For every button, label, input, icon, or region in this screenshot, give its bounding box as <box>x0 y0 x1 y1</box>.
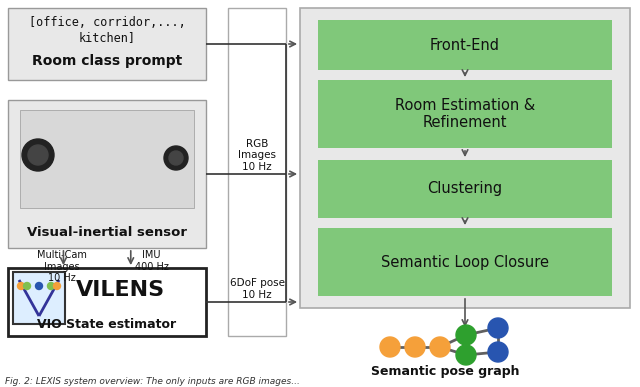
Text: 6DoF pose
10 Hz: 6DoF pose 10 Hz <box>230 278 285 300</box>
Text: Multi-Cam
Images
10 Hz: Multi-Cam Images 10 Hz <box>36 250 86 283</box>
FancyBboxPatch shape <box>8 8 206 80</box>
FancyBboxPatch shape <box>318 160 612 218</box>
Circle shape <box>164 146 188 170</box>
FancyBboxPatch shape <box>8 268 206 336</box>
Circle shape <box>488 342 508 362</box>
Text: VIO State estimator: VIO State estimator <box>37 317 177 330</box>
Text: IMU
400 Hz: IMU 400 Hz <box>135 250 168 272</box>
Circle shape <box>488 318 508 338</box>
FancyBboxPatch shape <box>300 8 630 308</box>
Text: Room Estimation &
Refinement: Room Estimation & Refinement <box>395 98 535 130</box>
Circle shape <box>22 139 54 171</box>
FancyBboxPatch shape <box>8 100 206 248</box>
Text: Visual-inertial sensor: Visual-inertial sensor <box>27 226 187 238</box>
Text: [office, corridor,...,
kitchen]: [office, corridor,..., kitchen] <box>29 16 186 44</box>
Circle shape <box>24 283 31 289</box>
Circle shape <box>54 283 61 289</box>
Circle shape <box>35 283 42 289</box>
Text: LEXIS: LEXIS <box>434 0 496 4</box>
Circle shape <box>380 337 400 357</box>
Text: Semantic pose graph: Semantic pose graph <box>371 365 519 378</box>
Text: Fig. 2: LEXIS system overview: The only inputs are RGB images...: Fig. 2: LEXIS system overview: The only … <box>5 377 300 387</box>
FancyBboxPatch shape <box>13 272 65 324</box>
FancyBboxPatch shape <box>318 228 612 296</box>
Circle shape <box>47 283 54 289</box>
Text: VILENS: VILENS <box>76 280 164 300</box>
Circle shape <box>17 283 24 289</box>
FancyBboxPatch shape <box>20 110 194 208</box>
FancyBboxPatch shape <box>318 20 612 70</box>
Circle shape <box>169 151 183 165</box>
Text: Semantic Loop Closure: Semantic Loop Closure <box>381 255 549 269</box>
FancyBboxPatch shape <box>318 80 612 148</box>
Circle shape <box>430 337 450 357</box>
FancyBboxPatch shape <box>228 8 286 336</box>
Circle shape <box>405 337 425 357</box>
Circle shape <box>28 145 48 165</box>
Text: Room class prompt: Room class prompt <box>32 54 182 68</box>
Text: Front-End: Front-End <box>430 38 500 53</box>
Circle shape <box>456 325 476 345</box>
Text: RGB
Images
10 Hz: RGB Images 10 Hz <box>238 139 276 172</box>
Circle shape <box>456 345 476 365</box>
Text: Clustering: Clustering <box>428 182 502 197</box>
